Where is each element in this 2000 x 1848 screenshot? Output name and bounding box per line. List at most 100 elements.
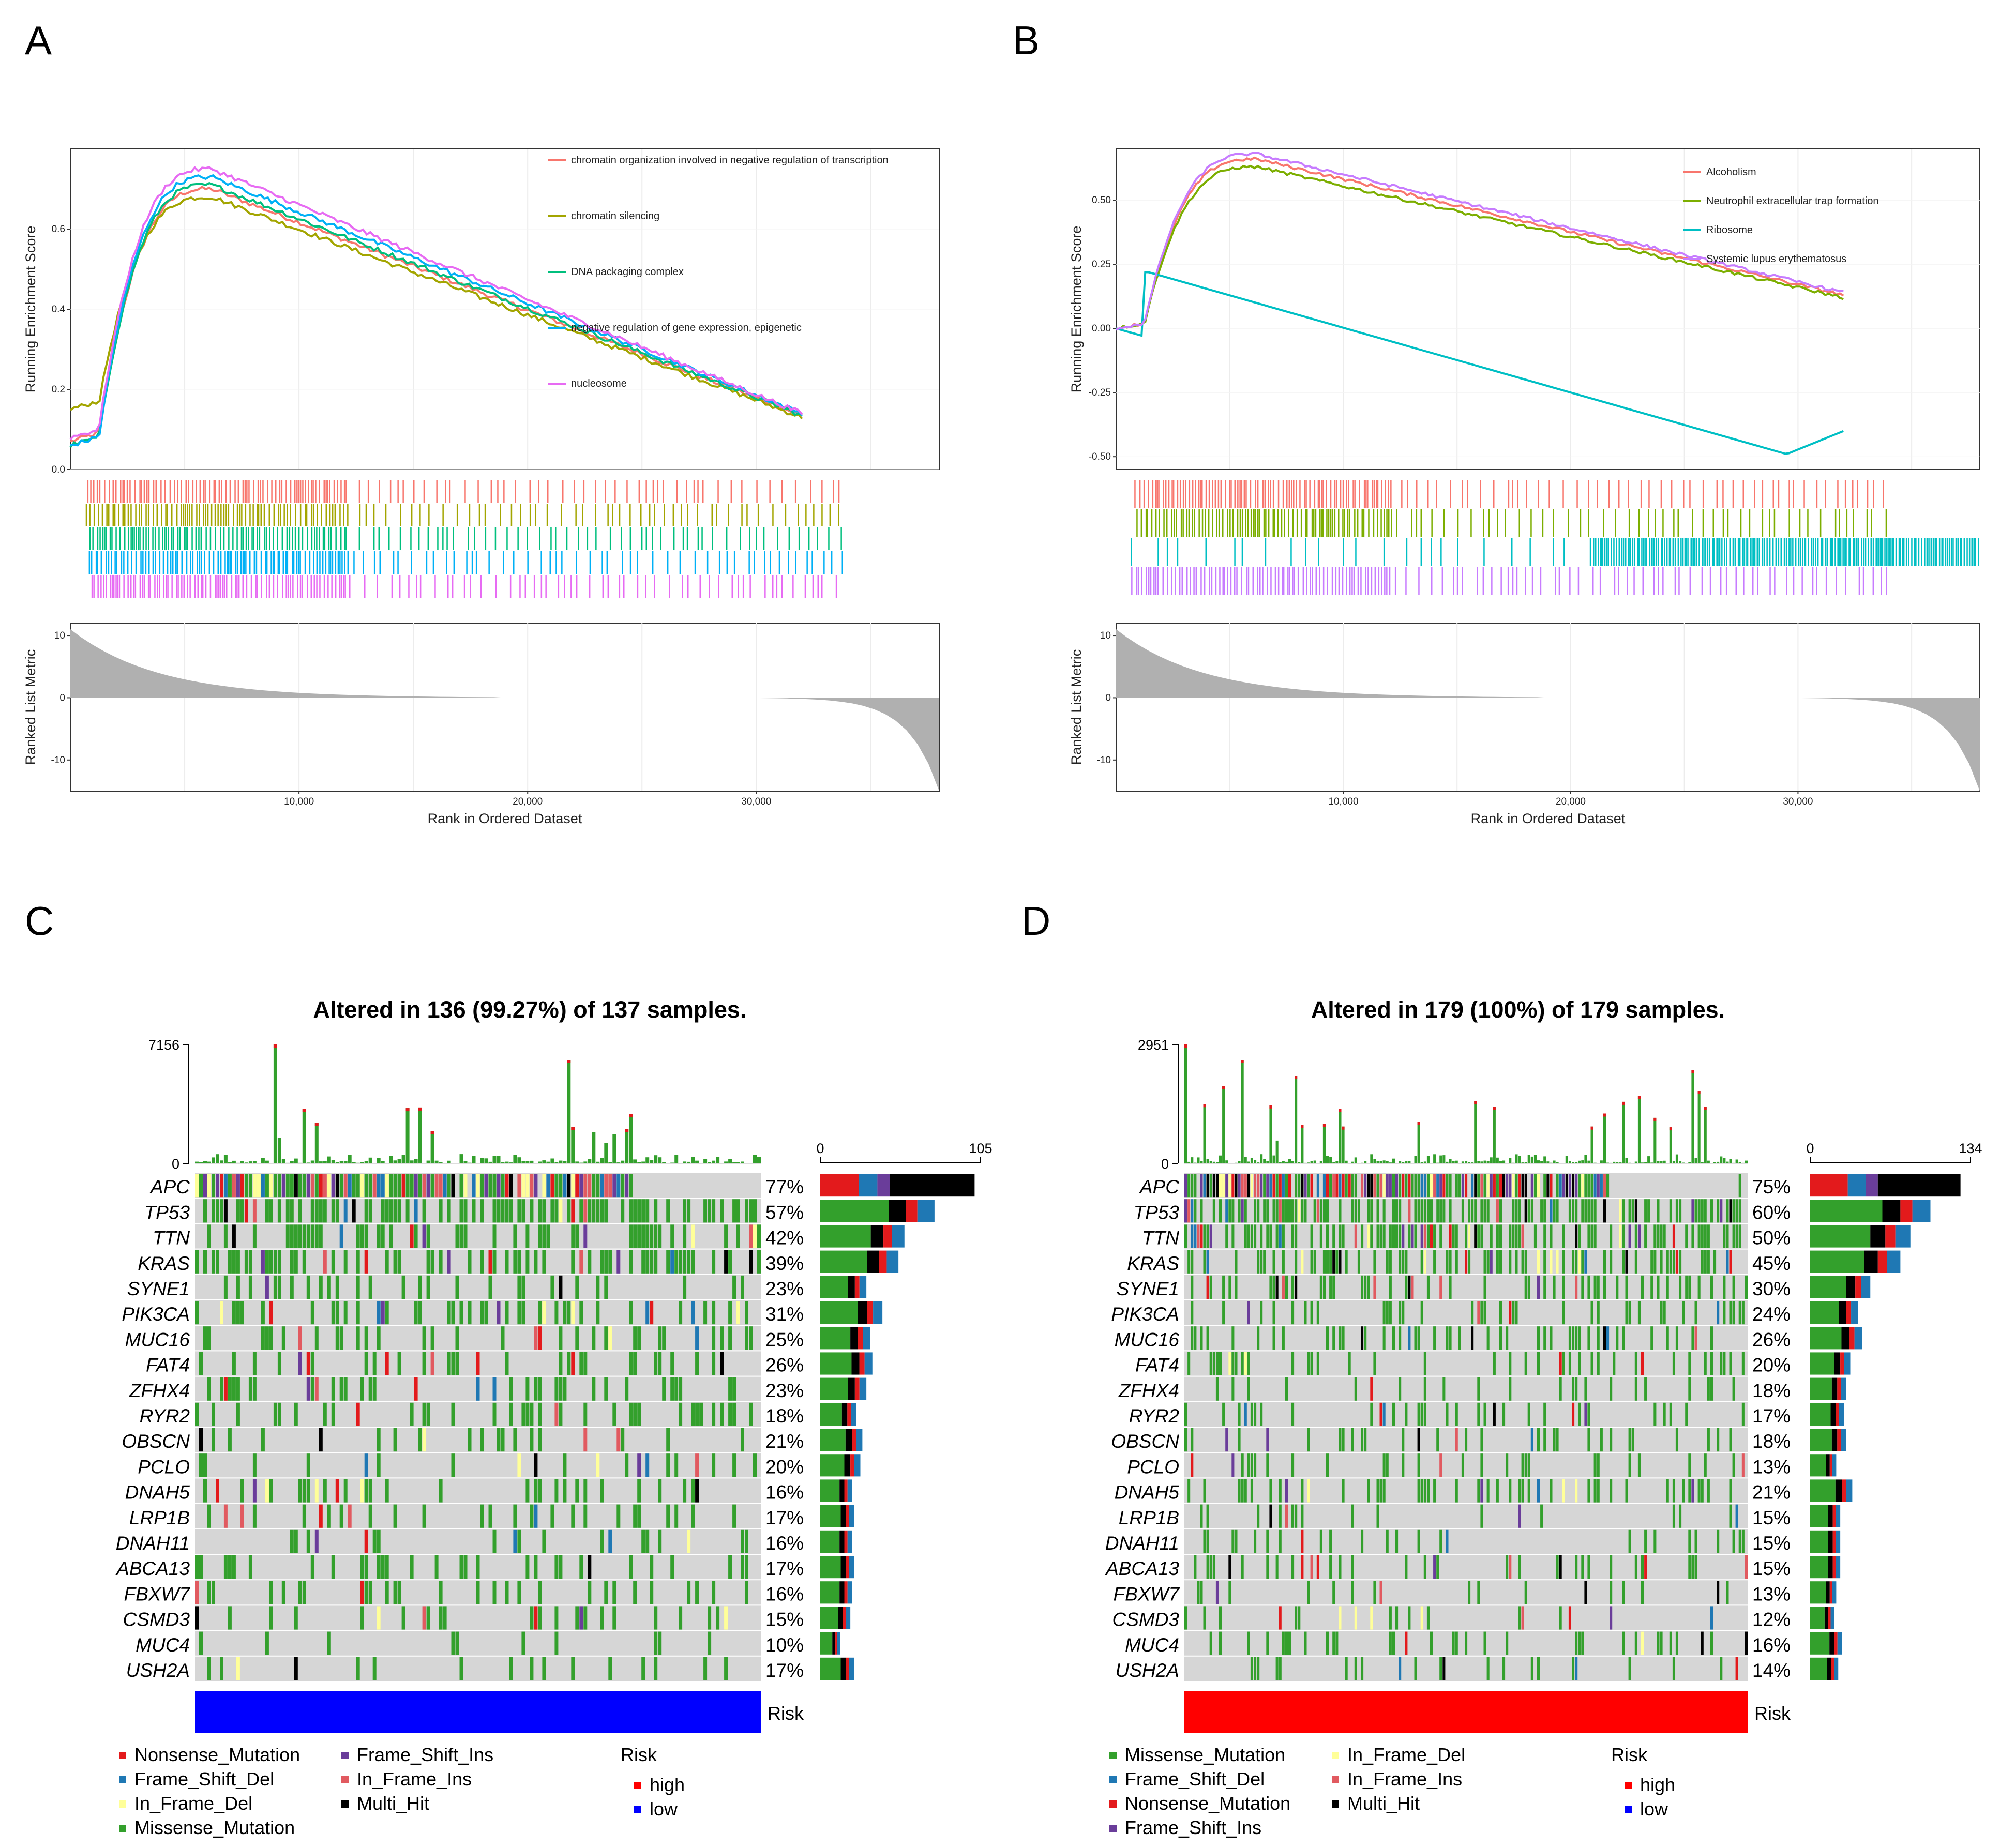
hit-tick-4 <box>337 551 339 574</box>
hit-tick-3 <box>97 527 99 550</box>
mutation-cell <box>1518 1555 1521 1579</box>
mutation-cell <box>1735 1657 1738 1680</box>
mutation-cell <box>637 1199 641 1223</box>
hit-tick-4 <box>339 551 341 574</box>
mutation-cell <box>195 1250 199 1274</box>
mutation-cell <box>1732 1275 1735 1299</box>
hit-tick-1 <box>298 480 300 503</box>
tmb-bar <box>1468 1162 1471 1163</box>
mutation-cell <box>418 1174 422 1198</box>
mutation-cell <box>1361 1275 1364 1299</box>
mutation-cell <box>588 1250 592 1274</box>
mutation-cell <box>509 1199 513 1223</box>
hit-tick-4 <box>1222 567 1224 595</box>
side-bar-segment <box>839 1581 845 1604</box>
mutation-cell <box>339 1174 343 1198</box>
hit-tick-3 <box>1857 538 1859 566</box>
hit-tick-2 <box>1712 509 1714 537</box>
hit-tick-1 <box>234 480 236 503</box>
mutation-cell <box>666 1428 670 1452</box>
hit-tick-1 <box>1450 480 1451 508</box>
side-bar-segment <box>1844 1352 1851 1375</box>
mutation-cell <box>1697 1224 1701 1248</box>
mutation-cell <box>220 1199 223 1223</box>
mutation-cell <box>1279 1504 1282 1528</box>
mutation-cell <box>1610 1555 1613 1579</box>
mutation-cell <box>674 1250 679 1274</box>
mutation-cell <box>1389 1301 1392 1325</box>
hit-tick-2 <box>664 504 665 526</box>
mutation-cell <box>1282 1326 1285 1350</box>
mutation-cell <box>306 1479 310 1503</box>
hit-tick-5 <box>238 575 240 598</box>
mutation-cell <box>220 1174 223 1198</box>
hit-tick-1 <box>345 480 347 503</box>
hit-tick-4 <box>213 551 215 574</box>
mutation-cell <box>1257 1657 1260 1680</box>
tmb-bar-cap <box>1222 1086 1225 1089</box>
hit-tick-4 <box>114 551 116 574</box>
hit-tick-3 <box>198 527 200 550</box>
mutation-cell <box>236 1657 240 1680</box>
tmb-bar <box>1247 1161 1250 1163</box>
mutation-cell <box>1465 1174 1468 1198</box>
mutation-cell <box>232 1352 236 1375</box>
mutation-cell <box>550 1275 554 1299</box>
mutation-cell <box>1405 1275 1408 1299</box>
mutation-cell <box>1348 1174 1351 1198</box>
hit-tick-3 <box>410 527 412 550</box>
mutation-cell <box>600 1174 604 1198</box>
mutation-cell <box>538 1199 542 1223</box>
mutation-cell <box>248 1174 252 1198</box>
hit-tick-5 <box>205 575 207 598</box>
hit-tick-2 <box>478 504 480 526</box>
side-bar-segment <box>1829 1454 1832 1477</box>
hit-tick-3 <box>1644 538 1646 566</box>
mutation-cell <box>513 1428 517 1452</box>
tmb-bar <box>616 1162 621 1163</box>
mutation-cell <box>505 1174 509 1198</box>
mutation-cell <box>236 1174 240 1198</box>
mutation-cell <box>1187 1174 1191 1198</box>
mutation-cell <box>1518 1504 1521 1528</box>
tmb-bar <box>459 1154 463 1163</box>
tmb-bar <box>1691 1070 1694 1163</box>
mutation-cell <box>1486 1657 1490 1680</box>
hit-tick-3 <box>264 527 265 550</box>
mutation-cell <box>629 1402 633 1426</box>
mutation-cell <box>1439 1224 1442 1248</box>
hit-tick-2 <box>1227 509 1228 537</box>
mutation-cell <box>1530 1657 1533 1680</box>
hit-tick-1 <box>1250 480 1252 508</box>
tmb-bar-cap <box>273 1044 277 1048</box>
mutation-cell <box>430 1352 434 1375</box>
hit-tick-1 <box>1732 480 1734 508</box>
mutation-cell <box>1644 1224 1647 1248</box>
hit-tick-1 <box>1407 480 1408 508</box>
hit-tick-4 <box>1137 567 1139 595</box>
mutation-cell <box>1250 1479 1253 1503</box>
mutation-cell <box>397 1581 401 1604</box>
hit-tick-5 <box>297 575 298 598</box>
mutation-cell <box>1250 1224 1253 1248</box>
mutation-cell <box>650 1555 654 1579</box>
mutation-cell <box>364 1224 368 1248</box>
mutation-cell <box>418 1428 422 1452</box>
hit-tick-1 <box>1243 480 1245 508</box>
mutation-cell <box>1225 1224 1228 1248</box>
mutation-cell <box>1625 1479 1628 1503</box>
tmb-bar <box>1663 1160 1666 1163</box>
hit-tick-2 <box>166 504 168 526</box>
tmb-bar <box>1694 1158 1697 1163</box>
tmb-bar <box>244 1162 248 1163</box>
mutation-cell <box>633 1199 637 1223</box>
mutation-cell <box>377 1428 381 1452</box>
tmb-bar <box>530 1160 534 1163</box>
mutation-cell <box>505 1581 509 1604</box>
mutation-cell <box>1357 1199 1360 1223</box>
hit-tick-1 <box>626 480 628 503</box>
hit-tick-4 <box>475 551 477 574</box>
mutation-cell <box>1707 1224 1710 1248</box>
tmb-bar-cap <box>1669 1127 1672 1131</box>
side-bar-segment <box>1810 1530 1828 1553</box>
